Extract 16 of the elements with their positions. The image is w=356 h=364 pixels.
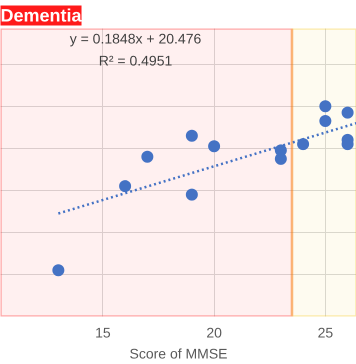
x-axis-title: Score of MMSE [129, 346, 228, 362]
point [319, 100, 332, 112]
text: y = 0.1848x + 20.476 [70, 30, 202, 46]
point [119, 180, 132, 192]
point [52, 264, 64, 276]
point [342, 106, 354, 119]
text: R² = 0.4951 [98, 52, 172, 68]
point [319, 115, 332, 127]
point [186, 130, 198, 142]
x-tick-label: 15 [95, 324, 111, 340]
x-tick-label: 20 [206, 324, 222, 340]
point [186, 188, 198, 201]
point [141, 150, 154, 163]
x-tick-label: 25 [318, 324, 334, 340]
point [208, 140, 220, 152]
point [297, 138, 310, 150]
